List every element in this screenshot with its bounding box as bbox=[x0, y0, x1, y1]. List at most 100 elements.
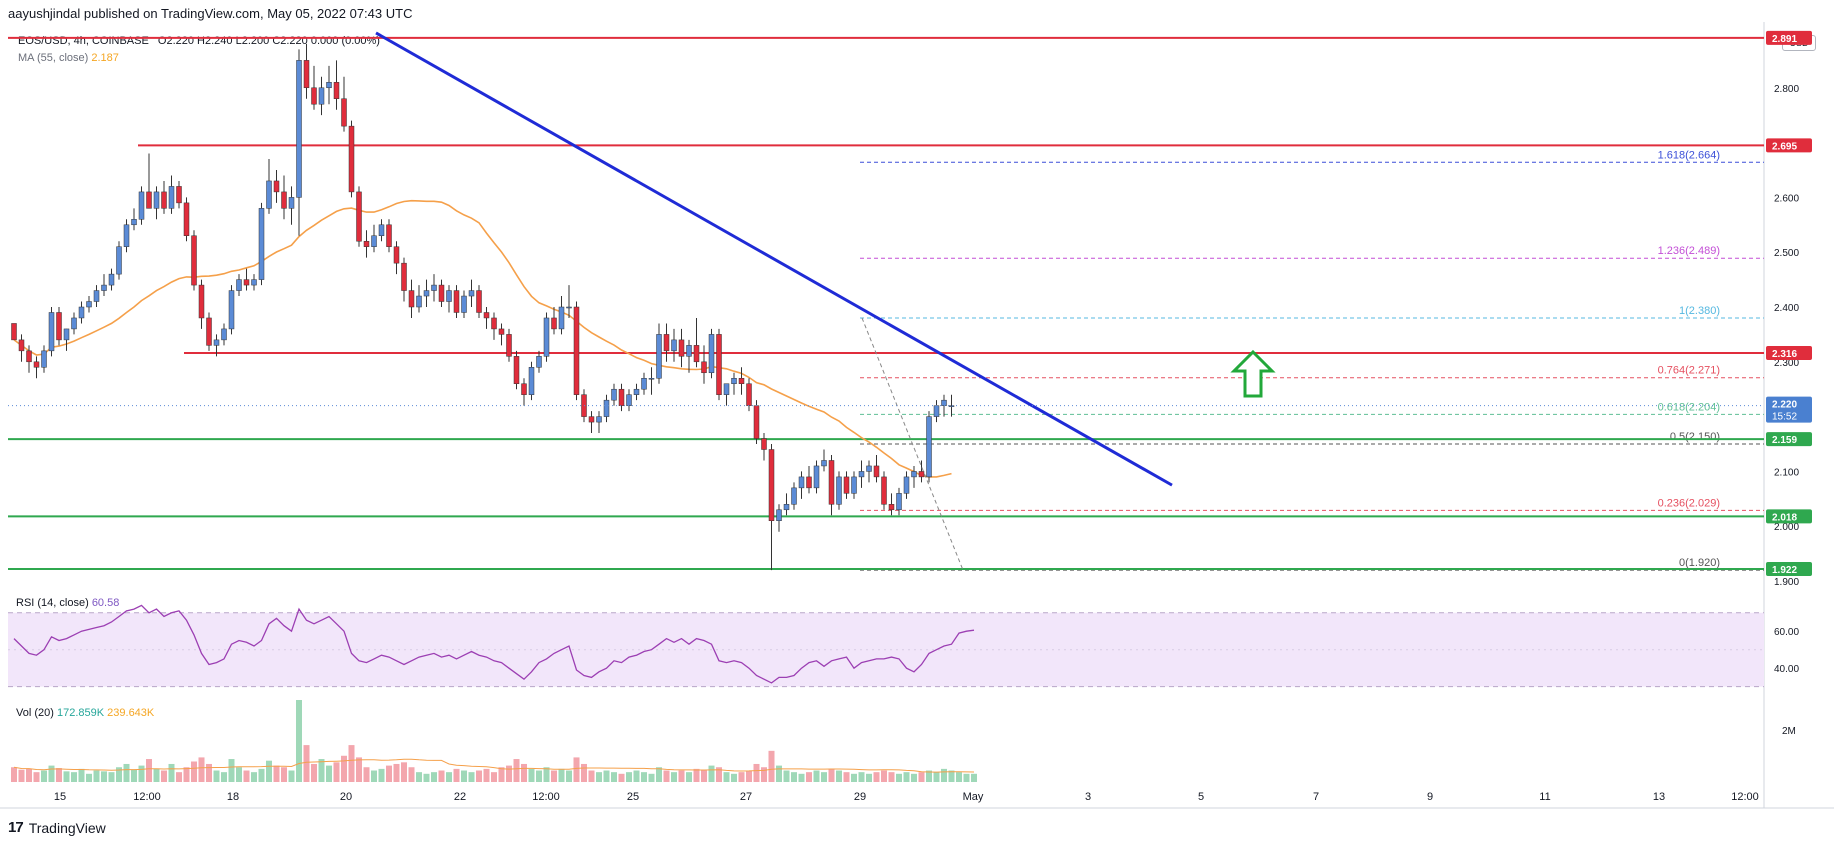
fib-level-label: 0.618(2.204) bbox=[1658, 401, 1720, 413]
volume-bar bbox=[551, 770, 557, 782]
candle-up bbox=[461, 295, 467, 313]
volume-tick-label: 2M bbox=[1782, 726, 1796, 737]
candle-down bbox=[356, 191, 362, 242]
candle-down bbox=[701, 361, 707, 374]
rsi-value: 60.58 bbox=[91, 597, 120, 609]
price-axis-level-label: 2.018 bbox=[1772, 512, 1797, 523]
volume-bar bbox=[303, 745, 310, 782]
candle-up bbox=[93, 290, 100, 302]
volume-bar bbox=[86, 773, 92, 782]
volume-ma-line bbox=[13, 758, 975, 773]
volume-bar bbox=[648, 773, 655, 782]
fib-level-label: 1(2.380) bbox=[1679, 305, 1720, 317]
volume-bar bbox=[258, 768, 265, 782]
volume-bar bbox=[206, 763, 212, 782]
rsi-legend[interactable]: RSI (14, close) 60.58 bbox=[16, 597, 119, 609]
volume-bar bbox=[971, 773, 977, 782]
candle-down bbox=[513, 356, 520, 384]
volume-bar bbox=[933, 772, 940, 782]
candle-up bbox=[626, 394, 632, 406]
candle-down bbox=[303, 60, 310, 89]
countdown-label: 15:52 bbox=[1772, 412, 1797, 423]
volume-bar bbox=[596, 772, 602, 782]
candle-down bbox=[243, 279, 250, 286]
candle-up bbox=[926, 416, 932, 478]
volume-bar bbox=[791, 772, 797, 782]
candle-down bbox=[753, 405, 760, 439]
x-tick-label: 11 bbox=[1539, 791, 1550, 803]
candle-up bbox=[671, 339, 677, 352]
candle-up bbox=[596, 416, 602, 423]
candle-up bbox=[896, 493, 902, 511]
volume-bar bbox=[11, 767, 17, 782]
volume-bar bbox=[63, 771, 70, 782]
price-axis-level-label: 2.695 bbox=[1772, 141, 1797, 152]
price-axis-level-label: 2.891 bbox=[1772, 34, 1797, 45]
volume-bar bbox=[446, 772, 452, 782]
volume-bar bbox=[41, 770, 47, 782]
candle-down bbox=[386, 224, 392, 247]
candle-down bbox=[761, 438, 767, 450]
volume-bar bbox=[603, 770, 610, 782]
candle-down bbox=[476, 290, 482, 313]
volume-bar bbox=[101, 771, 107, 782]
candle-up bbox=[131, 219, 137, 226]
volume-bar bbox=[33, 772, 40, 782]
candle-down bbox=[491, 317, 497, 330]
y-tick-label: 2.400 bbox=[1774, 303, 1799, 314]
tradingview-logo[interactable]: 17 TradingView bbox=[8, 819, 106, 836]
candle-up bbox=[116, 246, 122, 275]
volume-bar bbox=[956, 772, 962, 782]
candle-down bbox=[678, 339, 685, 357]
candle-down bbox=[693, 345, 700, 363]
volume-bar bbox=[776, 765, 782, 782]
volume-bar bbox=[731, 773, 737, 782]
volume-bar bbox=[663, 770, 670, 782]
candle-down bbox=[483, 312, 490, 319]
volume-bar bbox=[626, 772, 632, 782]
candle-down bbox=[273, 180, 280, 193]
price-axis-level-tag bbox=[1766, 509, 1812, 524]
volume-bar bbox=[476, 770, 482, 782]
volume-bar bbox=[543, 767, 550, 782]
candle-down bbox=[551, 317, 557, 330]
volume-bar bbox=[701, 770, 707, 782]
volume-bar bbox=[528, 768, 535, 782]
ma-legend[interactable]: MA (55, close) 2.187 bbox=[18, 52, 119, 64]
volume-bar bbox=[521, 763, 527, 782]
volume-bar bbox=[461, 770, 467, 782]
volume-bar bbox=[146, 759, 152, 782]
fib-level-label: 1.236(2.489) bbox=[1658, 245, 1720, 257]
candle-up bbox=[903, 476, 910, 494]
candle-down bbox=[363, 240, 370, 247]
volume-legend[interactable]: Vol (20) 172.859K 239.643K bbox=[16, 707, 154, 719]
volume-bar bbox=[513, 759, 520, 782]
volume-bar bbox=[311, 763, 317, 782]
volume-bar bbox=[873, 772, 880, 782]
candle-down bbox=[746, 383, 752, 406]
volume-bar bbox=[761, 767, 767, 782]
volume-bar bbox=[438, 770, 445, 782]
volume-bar bbox=[71, 772, 77, 782]
volume-bar bbox=[131, 769, 137, 782]
volume-bar bbox=[783, 770, 790, 782]
candle-up bbox=[431, 284, 437, 291]
volume-bar bbox=[746, 770, 752, 782]
candle-up bbox=[423, 290, 430, 297]
x-tick-label: 18 bbox=[227, 791, 239, 803]
candle-up bbox=[138, 191, 145, 220]
volume-bar bbox=[866, 773, 872, 782]
candle-up bbox=[821, 460, 827, 467]
candle-up bbox=[528, 367, 535, 395]
volume-bar bbox=[536, 770, 542, 782]
volume-value-1: 172.859K bbox=[56, 707, 105, 719]
volume-bar bbox=[678, 770, 685, 782]
candle-up bbox=[836, 476, 842, 505]
volume-bar bbox=[836, 770, 842, 782]
candle-down bbox=[18, 339, 25, 352]
volume-bar bbox=[843, 772, 850, 782]
publisher-line: aayushjindal published on TradingView.co… bbox=[8, 6, 413, 21]
volume-bar bbox=[506, 765, 512, 782]
candle-up bbox=[776, 509, 782, 521]
